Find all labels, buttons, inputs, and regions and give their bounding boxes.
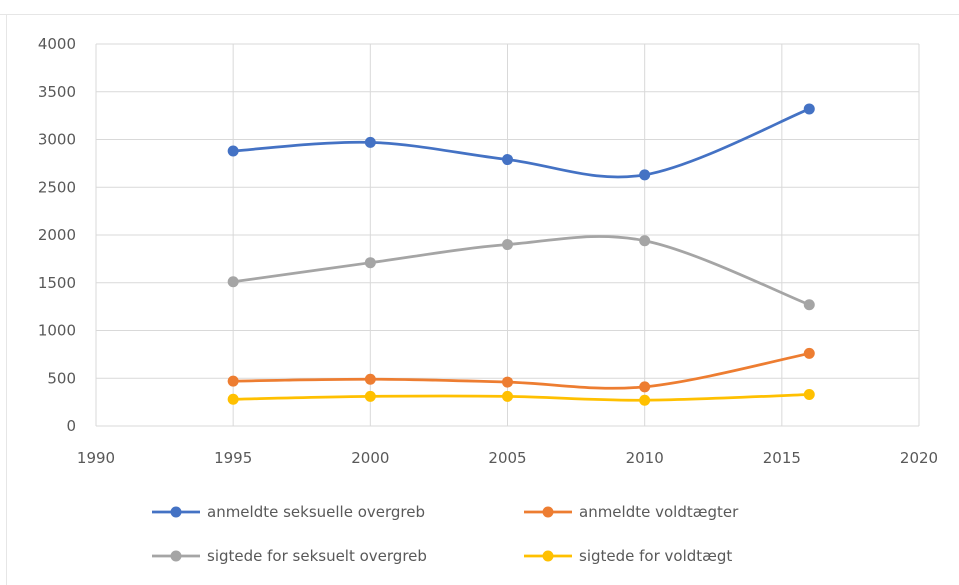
y-tick-label: 4000: [38, 35, 76, 53]
legend-label: anmeldte voldtægter: [579, 503, 739, 521]
data-point: [227, 393, 239, 405]
x-tick-label: 2010: [626, 449, 664, 467]
y-tick-label: 0: [66, 417, 76, 435]
legend-swatch-marker: [542, 506, 554, 518]
x-tick-label: 2005: [488, 449, 526, 467]
x-tick-label: 1995: [214, 449, 252, 467]
x-tick-label: 2000: [351, 449, 389, 467]
data-point: [639, 381, 651, 393]
series-line-0: [231, 107, 811, 179]
data-point: [803, 103, 815, 115]
y-tick-label: 3000: [38, 131, 76, 149]
chart-frame-left: [6, 14, 7, 585]
data-point: [502, 390, 513, 402]
data-point: [502, 376, 513, 388]
series-line-2: [231, 235, 811, 307]
legend-swatch-marker: [542, 550, 554, 562]
y-tick-label: 1000: [38, 322, 76, 340]
y-tick-label: 1500: [38, 274, 76, 292]
y-tick-label: 2000: [38, 226, 76, 244]
data-point: [364, 390, 376, 402]
x-axis-tick-labels: 1990 1995 2000 2005 2010 2015 2020: [77, 449, 938, 467]
data-point: [502, 154, 513, 166]
y-axis-tick-labels: 0 500 1000 1500 2000 2500 3000 3500 4000: [38, 35, 76, 435]
legend: anmeldte seksuelle overgreb anmeldte vold…: [152, 503, 739, 565]
data-point: [803, 347, 815, 359]
data-point: [227, 145, 239, 157]
gridlines: [95, 43, 920, 427]
y-tick-label: 2500: [38, 178, 76, 196]
data-point: [227, 375, 239, 387]
data-point: [227, 276, 239, 288]
data-point: [639, 169, 651, 181]
data-point: [364, 257, 376, 269]
y-tick-label: 3500: [38, 83, 76, 101]
data-point: [803, 388, 815, 400]
legend-label: sigtede for seksuelt overgreb: [207, 547, 427, 565]
legend-label: anmeldte seksuelle overgreb: [207, 503, 425, 521]
x-tick-label: 1990: [77, 449, 115, 467]
data-point: [639, 235, 651, 247]
data-point: [803, 299, 815, 311]
data-point: [502, 239, 513, 251]
x-tick-label: 2015: [763, 449, 801, 467]
legend-swatch-marker: [170, 506, 182, 518]
y-tick-label: 500: [47, 369, 76, 387]
legend-label: sigtede for voldtægt: [579, 547, 732, 565]
series-line-3: [231, 393, 811, 402]
series-points: [227, 103, 815, 406]
series-line-1: [231, 352, 811, 390]
chart-frame-top: [0, 14, 959, 15]
x-tick-label: 2020: [900, 449, 938, 467]
legend-swatch-marker: [170, 550, 182, 562]
series-lines: [231, 107, 811, 402]
data-point: [364, 373, 376, 385]
data-point: [364, 136, 376, 148]
data-point: [639, 394, 651, 406]
